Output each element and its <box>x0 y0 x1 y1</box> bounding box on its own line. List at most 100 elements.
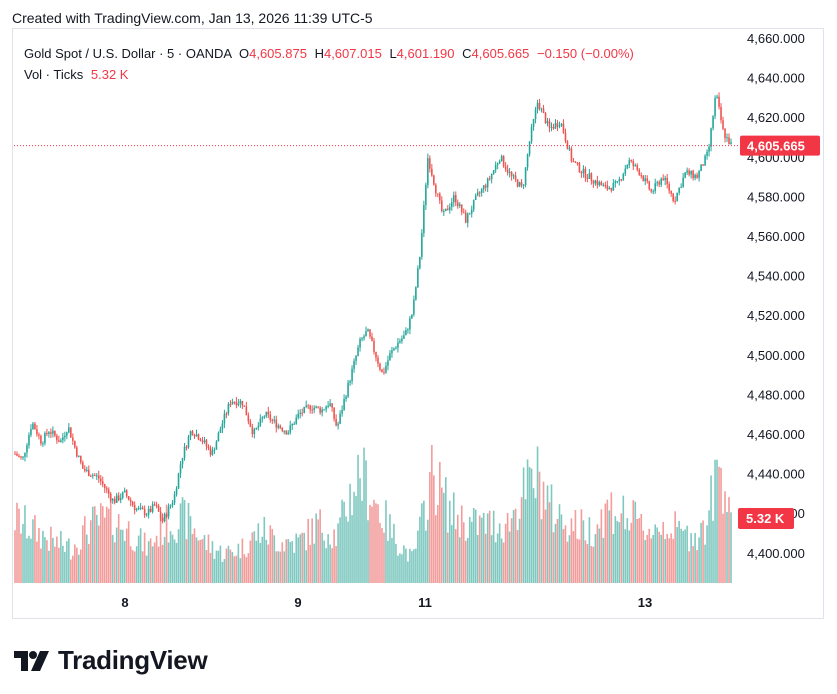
volume-bar <box>417 530 419 583</box>
volume-bar <box>177 529 180 583</box>
volume-bar <box>76 547 78 583</box>
volume-bar <box>498 523 501 583</box>
candle-body <box>411 314 413 319</box>
volume-bar <box>423 500 425 583</box>
candle-body <box>103 484 106 489</box>
volume-bar <box>137 535 140 583</box>
volume-bar <box>147 541 150 583</box>
volume-bar <box>265 539 268 583</box>
volume-bar <box>66 541 68 583</box>
volume-bar <box>616 520 619 583</box>
volume-bar <box>576 538 579 583</box>
volume-label[interactable]: Vol · Ticks <box>24 67 84 82</box>
candle-body <box>91 475 94 477</box>
volume-bar <box>231 552 234 583</box>
candle-body <box>127 496 130 501</box>
volume-bar <box>245 557 248 583</box>
candle-body <box>718 96 720 107</box>
volume-bar <box>506 513 509 583</box>
candle-body <box>149 508 152 512</box>
volume-bar <box>125 528 128 583</box>
candle-body <box>558 125 561 127</box>
candle-body <box>93 475 96 477</box>
candle-body <box>279 425 282 428</box>
volume-bar <box>441 487 443 583</box>
candle-body <box>500 156 503 162</box>
candle-body <box>630 160 633 162</box>
volume-bar <box>456 514 459 583</box>
candle-body <box>167 506 170 517</box>
price-axis[interactable]: 4,400.0004,420.0004,440.0004,460.0004,48… <box>747 31 805 561</box>
candle-body <box>217 432 220 442</box>
volume-bar <box>50 526 52 583</box>
volume-bar <box>229 549 232 583</box>
candle-body <box>275 419 278 428</box>
tradingview-logo[interactable]: TradingView <box>14 645 208 676</box>
volume-bar <box>145 555 148 583</box>
candle-body <box>504 166 507 170</box>
candle-body <box>139 507 142 509</box>
volume-bar <box>572 531 575 583</box>
volume-bar <box>54 546 56 583</box>
candlesticks <box>14 92 732 524</box>
candle-body <box>409 318 411 330</box>
volume-bar <box>692 546 694 583</box>
last-price-tag: 4,605.665 <box>740 135 820 156</box>
volume-bar <box>24 505 26 583</box>
candle-body <box>155 505 158 507</box>
volume-bar <box>20 533 22 583</box>
candle-body <box>586 177 589 179</box>
candle-body <box>698 170 700 178</box>
volume-bar <box>474 509 477 583</box>
price-axis-tick: 4,480.000 <box>747 387 805 402</box>
volume-bar <box>211 541 214 583</box>
candle-body <box>239 400 242 404</box>
candle-body <box>520 182 523 186</box>
candle-body <box>289 425 292 433</box>
candle-body <box>560 123 563 126</box>
candle-body <box>686 170 688 173</box>
volume-bar <box>421 503 423 583</box>
volume-bar <box>217 550 220 583</box>
candle-body <box>624 168 627 174</box>
volume-bar <box>578 539 581 583</box>
volume-bar <box>620 513 623 583</box>
candle-body <box>225 413 228 415</box>
candle-body <box>297 413 300 418</box>
candle-body <box>323 409 325 411</box>
candle-body <box>646 178 649 182</box>
volume-bar <box>494 542 497 583</box>
candle-body <box>201 440 204 443</box>
candle-body <box>191 431 194 436</box>
time-axis[interactable]: 8 9 11 13 <box>121 595 652 610</box>
volume-bar <box>484 533 487 583</box>
volume-bar <box>588 517 591 583</box>
volume-bar <box>26 538 28 583</box>
volume-bar <box>670 533 672 583</box>
time-axis-tick: 13 <box>638 595 652 610</box>
candle-body <box>654 183 657 192</box>
candle-body <box>85 469 88 471</box>
candle-body <box>341 409 343 414</box>
candle-body <box>359 339 361 348</box>
volume-tag-label: 5.32 K <box>746 511 785 526</box>
candle-body <box>347 382 349 397</box>
candle-body <box>676 192 678 201</box>
candle-body <box>690 170 692 175</box>
candle-body <box>111 498 114 501</box>
volume-bar <box>305 550 307 583</box>
volume-bar <box>582 520 585 583</box>
symbol-label[interactable]: Gold Spot / U.S. Dollar · 5 · OANDA <box>24 46 232 61</box>
volume-tag: 5.32 K <box>738 508 794 529</box>
volume-bar <box>235 555 238 583</box>
volume-bar <box>395 543 397 583</box>
candle-body <box>570 148 573 162</box>
volume-bar <box>205 550 208 583</box>
candle-body <box>534 109 537 119</box>
volume-bar <box>684 529 686 583</box>
candle-body <box>175 488 178 495</box>
volume-bar <box>644 540 647 583</box>
volume-bar <box>602 537 605 583</box>
candle-body <box>728 137 730 145</box>
